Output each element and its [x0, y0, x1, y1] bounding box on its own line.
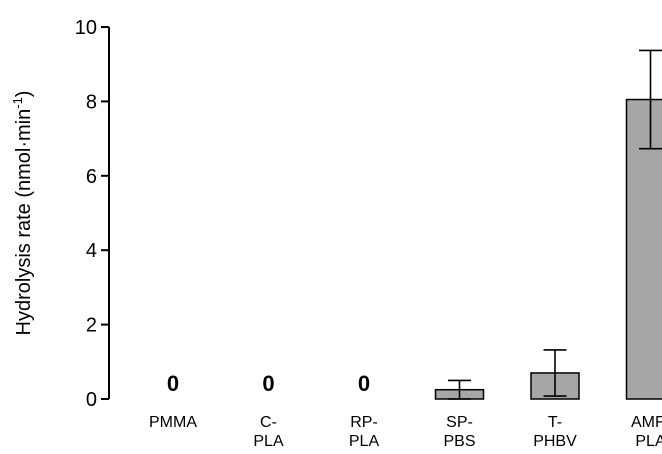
data-label: 0	[167, 371, 179, 396]
y-axis-title-close: )	[13, 91, 35, 98]
x-tick-label: RP-	[350, 414, 378, 431]
bars: 0 0 0	[167, 49, 662, 400]
y-tick-label: 10	[75, 17, 97, 39]
x-tick-label: PMMA	[149, 414, 197, 431]
data-label: 0	[262, 371, 274, 396]
x-tick-label: SP-	[446, 414, 473, 431]
y-tick-label: 4	[86, 240, 97, 262]
bar	[625, 98, 662, 400]
x-tick-label: PBS	[443, 433, 475, 450]
y-axis-title-text: Hydrolysis rate (nmol·min-1)	[10, 91, 35, 336]
x-tick-label: PLA	[349, 433, 380, 450]
y-tick-label: 8	[86, 91, 97, 113]
x-tick-label: C-	[260, 414, 277, 431]
x-tick-label: PLA	[253, 433, 284, 450]
x-tick-label: PHBV	[533, 433, 577, 450]
y-tick-label: 2	[86, 315, 97, 337]
x-tick-label: T-	[548, 414, 562, 431]
y-tick-label: 6	[86, 166, 97, 188]
y-axis: 0 2 4 6 8 10	[75, 17, 110, 411]
x-tick-label: PLA	[635, 433, 662, 450]
y-axis-title-superscript: -1	[10, 97, 25, 109]
data-label: 0	[358, 371, 370, 396]
y-tick-label: 0	[86, 389, 97, 411]
y-axis-title: Hydrolysis rate (nmol·min-1)	[10, 91, 35, 336]
y-axis-title-main: Hydrolysis rate (nmol·min	[13, 109, 35, 336]
category-labels: PMMA C- PLA RP- PLA SP- PBS T- PHBV AMF- PLA	[149, 414, 662, 450]
x-tick-label: AMF-	[631, 414, 662, 431]
